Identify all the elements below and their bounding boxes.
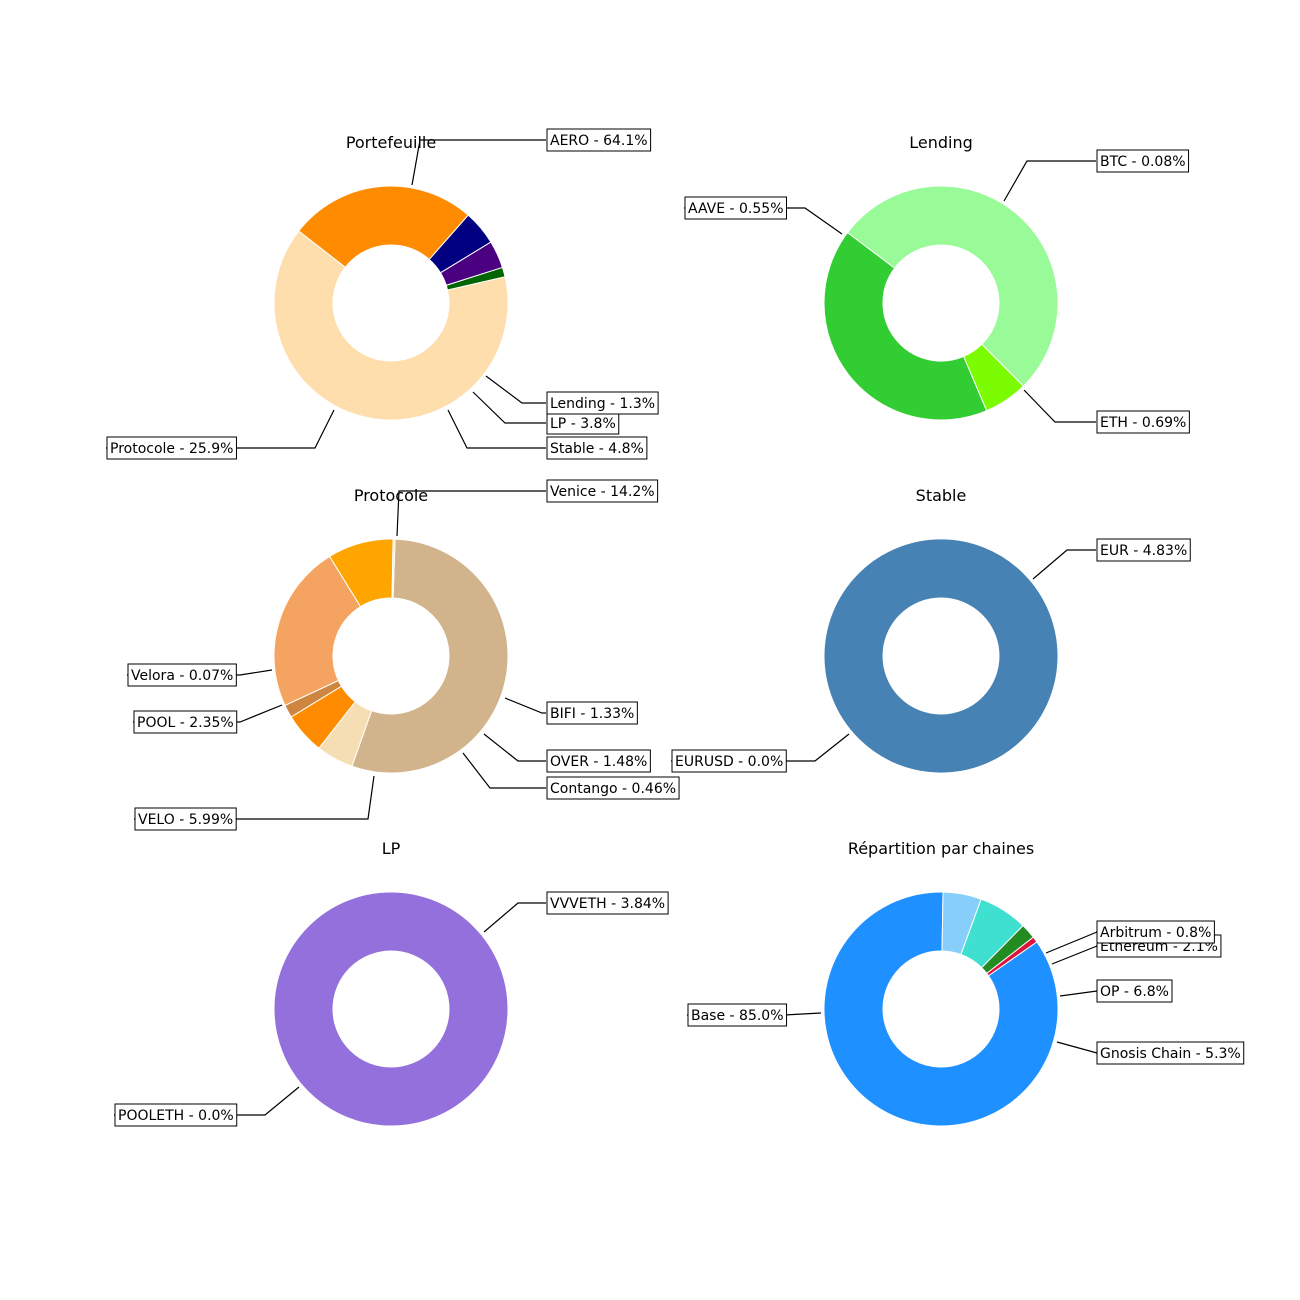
chart-title: Protocole (354, 486, 428, 505)
slice-label: VVVETH - 3.84% (550, 896, 665, 912)
slice-aero (273, 230, 509, 421)
slice-eur (823, 538, 1059, 774)
chart-title: Stable (916, 486, 967, 505)
label-leader-line (1032, 549, 1096, 580)
label-box (133, 710, 238, 734)
slice-label: Venice - 14.2% (550, 484, 655, 500)
slice-label: ETH - 0.69% (1100, 415, 1186, 431)
slice-label: POOL - 2.35% (137, 715, 234, 731)
label-box (1096, 920, 1215, 944)
label-box (546, 776, 680, 800)
chart-title: LP (382, 839, 401, 858)
slice-lending (445, 266, 506, 291)
label-box (546, 701, 638, 725)
label-box (114, 1103, 238, 1127)
label-leader-line (1023, 389, 1096, 423)
slice-label: Arbitrum - 0.8% (1100, 925, 1211, 941)
slice-label: VELO - 5.99% (138, 812, 233, 828)
label-leader-line (1003, 160, 1096, 202)
slice-aave (823, 231, 988, 421)
label-leader-line (411, 139, 546, 186)
slice-label: Stable - 4.8% (550, 441, 644, 457)
label-box (684, 196, 787, 220)
label-box (127, 663, 237, 687)
label-box (1096, 538, 1191, 562)
label-box (1096, 149, 1190, 173)
chart-protocole: Protocole (273, 486, 509, 774)
slice-label: AAVE - 0.55% (688, 201, 784, 217)
label-box (134, 807, 237, 831)
slice-label: Protocole - 25.9% (110, 441, 233, 457)
slice-arbitrum (986, 936, 1038, 977)
slice-velo (273, 555, 362, 707)
chart-stable: Stable (823, 486, 1059, 774)
label-box (546, 891, 669, 915)
slice-label: Gnosis Chain - 5.3% (1100, 1046, 1241, 1062)
slice-label: POOLETH - 0.0% (118, 1108, 234, 1124)
chart-title: Lending (909, 133, 973, 152)
slice-protocole (298, 185, 469, 269)
label-leader-line (504, 697, 546, 714)
slice-label: Base - 85.0% (691, 1008, 784, 1024)
label-leader-line (485, 375, 546, 404)
label-leader-line (483, 733, 546, 762)
chart-lending: Lending (823, 133, 1059, 421)
chart-title: Portefeuille (346, 133, 436, 152)
slice-label: EUR - 4.83% (1100, 543, 1187, 559)
labels-layer: AERO - 64.1% Protocole - 25.9% Stable - 4.… (106, 128, 1245, 1127)
slice-base (823, 891, 1059, 1127)
slice-label: Lending - 1.3% (550, 396, 655, 412)
label-leader-line (1051, 945, 1098, 965)
label-box (546, 128, 652, 152)
slice-velora (391, 538, 396, 599)
slice-label: AERO - 64.1% (550, 133, 648, 149)
label-leader-line (1059, 990, 1098, 997)
label-leader-line (396, 490, 546, 537)
slice-label: BTC - 0.08% (1100, 154, 1186, 170)
slice-label: Velora - 0.07% (131, 668, 233, 684)
label-box (546, 479, 659, 503)
label-box (1096, 979, 1173, 1003)
slice-eth (846, 185, 1059, 387)
label-leader-line (1045, 931, 1098, 954)
chart-lp: LP (273, 839, 509, 1127)
chart-repartition-par-chaines: Répartition par chaines (823, 839, 1059, 1127)
slice-label: Contango - 0.46% (550, 781, 676, 797)
label-box (106, 436, 237, 460)
label-box (546, 749, 651, 773)
label-leader-line (472, 391, 546, 424)
slice-label: LP - 3.8% (550, 416, 616, 432)
label-box (546, 391, 659, 415)
slice-vvveth (273, 891, 509, 1127)
label-leader-line (483, 902, 546, 933)
slice-venice (351, 538, 509, 774)
slice-label: EURUSD - 0.0% (675, 754, 783, 770)
label-leader-line (462, 752, 546, 789)
chart-portefeuille: Portefeuille (273, 133, 509, 421)
label-box (1096, 1041, 1245, 1065)
label-box (1096, 410, 1190, 434)
label-leader-line (447, 409, 546, 449)
slice-label: BIFI - 1.33% (550, 706, 634, 722)
label-box (546, 436, 648, 460)
chart-title: Répartition par chaines (848, 839, 1034, 858)
slice-label: OP - 6.8% (1100, 984, 1169, 1000)
slice-label: OVER - 1.48% (550, 754, 647, 770)
label-box (687, 1003, 788, 1027)
label-leader-line (1056, 1041, 1098, 1054)
label-box (671, 749, 787, 773)
